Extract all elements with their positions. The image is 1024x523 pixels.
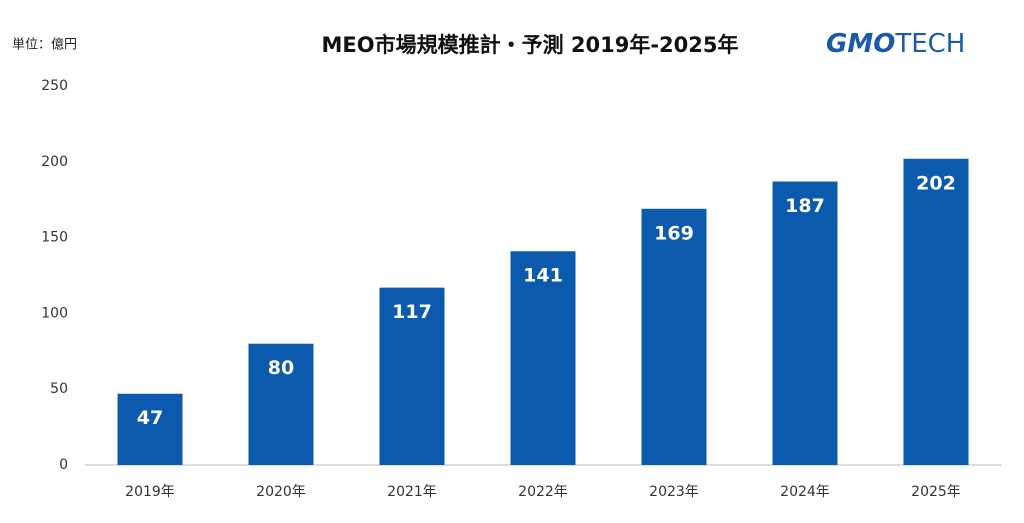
bar <box>903 158 969 465</box>
bar <box>772 181 838 465</box>
x-tick-label: 2024年 <box>780 484 830 500</box>
bar <box>641 208 707 465</box>
x-tick-label: 2025年 <box>911 484 961 500</box>
value-label: 187 <box>785 195 825 217</box>
bar <box>248 343 314 465</box>
bar <box>379 287 445 465</box>
chart-title: MEO市場規模推計・予測 2019年-2025年 <box>321 33 738 57</box>
brand-primary: GMO <box>826 29 895 59</box>
value-label: 141 <box>523 265 563 287</box>
y-axis-label: 単位：億円 <box>12 37 77 53</box>
value-label: 169 <box>654 222 694 244</box>
x-tick-label: 2020年 <box>256 484 306 500</box>
y-tick-label: 50 <box>50 381 68 397</box>
y-tick-label: 250 <box>41 78 68 94</box>
bar <box>117 393 183 465</box>
brand-logo: GMOTECH <box>826 29 965 59</box>
x-tick-label: 2022年 <box>518 484 568 500</box>
y-tick-label: 200 <box>41 154 68 170</box>
value-label: 80 <box>268 357 294 379</box>
y-tick-label: 100 <box>41 305 68 321</box>
x-tick-label: 2019年 <box>125 484 175 500</box>
y-tick-label: 150 <box>41 230 68 246</box>
value-label: 117 <box>392 301 432 323</box>
x-tick-label: 2023年 <box>649 484 699 500</box>
y-tick-label: 0 <box>59 457 68 473</box>
brand-secondary: TECH <box>894 29 965 59</box>
bar <box>510 251 576 465</box>
value-label: 202 <box>916 172 956 194</box>
value-label: 47 <box>137 407 163 429</box>
x-tick-label: 2021年 <box>387 484 437 500</box>
